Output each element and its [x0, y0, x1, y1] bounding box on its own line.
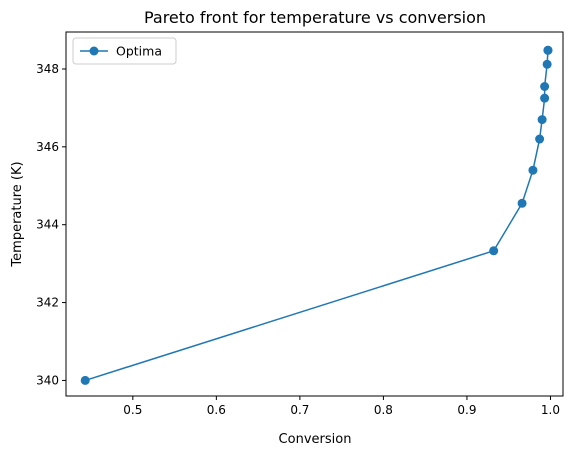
data-point [80, 375, 90, 385]
x-tick-label: 0.6 [207, 403, 226, 417]
data-point [528, 165, 538, 175]
series-line-optima [84, 50, 549, 382]
x-tick-label: 0.8 [374, 403, 393, 417]
legend-entry-optima: Optima [116, 44, 162, 59]
data-point [535, 134, 545, 144]
x-tick-label: 0.7 [290, 403, 309, 417]
y-axis-label: Temperature (K) [10, 161, 25, 267]
plot-area [80, 45, 553, 385]
legend-box [72, 37, 177, 65]
y-tick-label: 346 [36, 140, 59, 154]
data-point [540, 82, 550, 91]
x-axis-ticks: 0.5 0.6 0.7 0.8 0.9 1.0 [123, 396, 560, 417]
y-tick-label: 340 [36, 373, 59, 387]
x-tick-label: 0.9 [457, 403, 476, 417]
x-tick-label: 1.0 [541, 403, 560, 417]
y-tick-label: 344 [36, 218, 59, 232]
data-point [542, 59, 552, 69]
data-point [537, 115, 547, 125]
data-point [517, 198, 527, 208]
legend-marker-swatch [89, 46, 99, 56]
x-axis-label: Conversion [279, 432, 352, 447]
y-tick-label: 342 [36, 296, 59, 310]
data-point [489, 246, 499, 256]
data-point [543, 45, 553, 55]
x-tick-label: 0.5 [123, 403, 142, 417]
y-axis-ticks: 340 342 344 346 348 [36, 62, 66, 387]
chart-title: Pareto front for temperature vs conversi… [144, 8, 486, 27]
data-point [540, 93, 550, 103]
legend: Optima [72, 37, 177, 65]
y-tick-label: 348 [36, 62, 59, 76]
axes-frame [65, 31, 564, 397]
